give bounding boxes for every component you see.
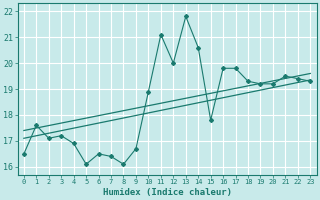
X-axis label: Humidex (Indice chaleur): Humidex (Indice chaleur) <box>103 188 232 197</box>
